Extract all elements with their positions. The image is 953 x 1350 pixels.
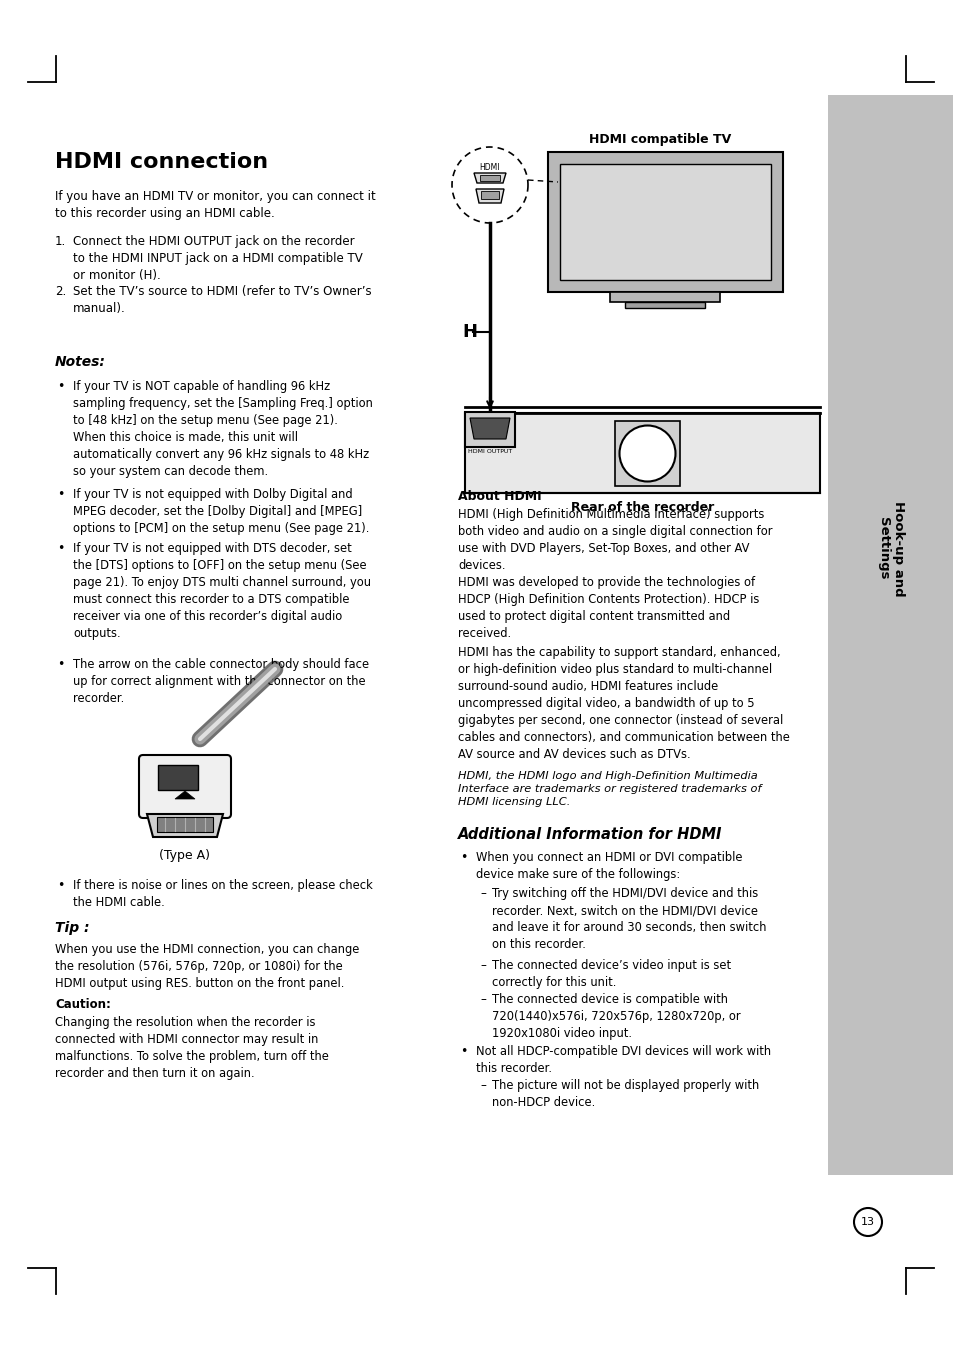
Text: The picture will not be displayed properly with
non-HDCP device.: The picture will not be displayed proper…: [492, 1079, 759, 1108]
Text: Notes:: Notes:: [55, 355, 106, 369]
Text: Rear of the recorder: Rear of the recorder: [570, 501, 714, 514]
Text: HDMI (High Definition Multimedia Interface) supports
both video and audio on a s: HDMI (High Definition Multimedia Interfa…: [457, 508, 772, 640]
Bar: [479, 176, 499, 181]
Text: HDMI connection: HDMI connection: [55, 153, 268, 171]
Text: •: •: [459, 850, 467, 864]
Text: •: •: [459, 1045, 467, 1058]
Text: Caution:: Caution:: [55, 998, 111, 1011]
Text: If your TV is NOT capable of handling 96 kHz
sampling frequency, set the [Sampli: If your TV is NOT capable of handling 96…: [73, 379, 373, 478]
Bar: [559, 163, 770, 279]
Text: When you connect an HDMI or DVI compatible
device make sure of the followings:: When you connect an HDMI or DVI compatib…: [476, 850, 741, 882]
Text: If your TV is not equipped with Dolby Digital and
MPEG decoder, set the [Dolby D: If your TV is not equipped with Dolby Di…: [73, 487, 369, 535]
Polygon shape: [174, 791, 194, 799]
Text: •: •: [57, 879, 64, 892]
FancyBboxPatch shape: [139, 755, 231, 818]
Text: •: •: [57, 379, 64, 393]
Text: (Type A): (Type A): [159, 849, 211, 863]
Text: Changing the resolution when the recorder is
connected with HDMI connector may r: Changing the resolution when the recorde…: [55, 1017, 329, 1080]
Text: •: •: [57, 541, 64, 555]
Bar: [547, 153, 782, 292]
Text: Try switching off the HDMI/DVI device and this
recorder. Next, switch on the HDM: Try switching off the HDMI/DVI device an…: [492, 887, 765, 950]
Text: If there is noise or lines on the screen, please check
the HDMI cable.: If there is noise or lines on the screen…: [73, 879, 373, 909]
Text: If you have an HDMI TV or monitor, you can connect it
to this recorder using an : If you have an HDMI TV or monitor, you c…: [55, 190, 375, 220]
Text: The connected device’s video input is set
correctly for this unit.: The connected device’s video input is se…: [492, 958, 730, 990]
Polygon shape: [470, 418, 510, 439]
Text: The arrow on the cable connector body should face
up for correct alignment with : The arrow on the cable connector body sh…: [73, 657, 369, 705]
Text: Not all HDCP-compatible DVI devices will work with
this recorder.: Not all HDCP-compatible DVI devices will…: [476, 1045, 770, 1075]
Text: –: –: [479, 958, 485, 972]
Text: 13: 13: [861, 1216, 874, 1227]
Text: Hook-up and
Settings: Hook-up and Settings: [876, 501, 904, 597]
Text: HDMI has the capability to support standard, enhanced,
or high-definition video : HDMI has the capability to support stand…: [457, 647, 789, 761]
Text: –: –: [479, 994, 485, 1006]
Text: HDMI compatible TV: HDMI compatible TV: [588, 134, 730, 146]
Text: If your TV is not equipped with DTS decoder, set
the [DTS] options to [OFF] on t: If your TV is not equipped with DTS deco…: [73, 541, 371, 640]
Text: About HDMI: About HDMI: [457, 490, 541, 504]
Text: 2.: 2.: [55, 285, 66, 298]
Polygon shape: [147, 814, 223, 837]
Text: –: –: [479, 1079, 485, 1092]
Polygon shape: [474, 173, 505, 184]
Bar: [158, 765, 198, 790]
Text: •: •: [57, 657, 64, 671]
Bar: [615, 421, 679, 486]
Text: HDMI: HDMI: [479, 162, 499, 171]
Bar: [827, 95, 953, 1174]
Bar: [625, 302, 705, 308]
Text: The connected device is compatible with
720(1440)x576i, 720x576p, 1280x720p, or
: The connected device is compatible with …: [492, 994, 740, 1040]
Text: Tip :: Tip :: [55, 921, 90, 936]
Bar: [480, 190, 498, 198]
Circle shape: [853, 1208, 882, 1237]
Bar: [464, 412, 515, 447]
Text: –: –: [479, 887, 485, 900]
Text: Set the TV’s source to HDMI (refer to TV’s Owner’s
manual).: Set the TV’s source to HDMI (refer to TV…: [73, 285, 372, 315]
Bar: [610, 292, 720, 302]
Polygon shape: [476, 189, 503, 202]
Text: 1.: 1.: [55, 235, 66, 248]
Text: H: H: [461, 323, 476, 342]
Text: Connect the HDMI OUTPUT jack on the recorder
to the HDMI INPUT jack on a HDMI co: Connect the HDMI OUTPUT jack on the reco…: [73, 235, 362, 282]
Text: HDMI, the HDMI logo and High-Definition Multimedia
Interface are trademarks or r: HDMI, the HDMI logo and High-Definition …: [457, 771, 760, 807]
Text: •: •: [57, 487, 64, 501]
Circle shape: [618, 425, 675, 482]
Text: When you use the HDMI connection, you can change
the resolution (576i, 576p, 720: When you use the HDMI connection, you ca…: [55, 944, 359, 990]
Text: Additional Information for HDMI: Additional Information for HDMI: [457, 828, 721, 842]
Text: HDMI OUTPUT: HDMI OUTPUT: [467, 450, 512, 454]
Bar: [157, 817, 213, 832]
Bar: [464, 413, 820, 493]
